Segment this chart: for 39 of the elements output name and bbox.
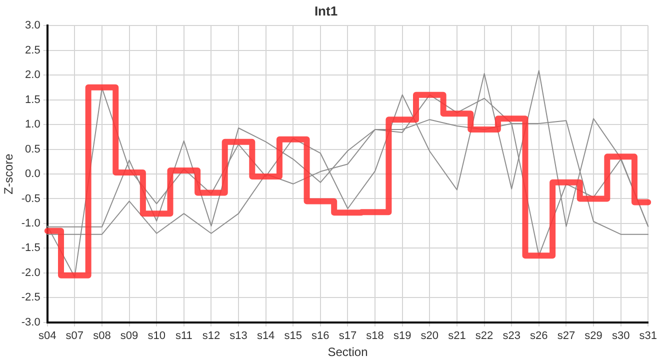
- y-tick-label: 1.0: [25, 118, 40, 131]
- y-tick-label: 3.0: [25, 20, 40, 32]
- x-tick-label: s29: [584, 330, 602, 342]
- x-tick-label: s26: [530, 330, 548, 342]
- x-tick-label: s07: [66, 330, 84, 342]
- x-tick-label: s23: [502, 330, 520, 342]
- x-tick-label: s31: [639, 330, 658, 342]
- x-tick-label: s21: [448, 330, 466, 342]
- x-tick-label: s14: [256, 330, 275, 342]
- y-tick-label: -0.5: [21, 192, 40, 205]
- x-tick-label: s30: [612, 330, 630, 342]
- y-tick-label: -2.5: [21, 292, 40, 304]
- x-tick-label: s27: [557, 330, 576, 342]
- x-tick-label: s17: [338, 330, 357, 342]
- y-tick-label: 1.5: [25, 94, 40, 106]
- y-tick-label: -3.0: [21, 316, 40, 328]
- x-tick-label: s22: [475, 330, 494, 342]
- x-tick-label: s09: [120, 330, 138, 342]
- x-tick-label: s16: [312, 330, 330, 342]
- x-tick-label: s20: [420, 330, 439, 342]
- y-axis-title: Z-score: [2, 153, 16, 194]
- x-tick-label: s12: [202, 330, 220, 342]
- x-tick-label: s18: [366, 330, 384, 342]
- y-tick-label: 2.5: [25, 44, 40, 56]
- x-tick-label: s11: [175, 330, 192, 342]
- x-tick-label: s10: [148, 330, 166, 342]
- chart-title: Int1: [314, 3, 338, 18]
- x-tick-label: s15: [284, 330, 302, 342]
- x-tick-label: s19: [393, 330, 412, 342]
- x-tick-label: s04: [38, 330, 56, 342]
- x-tick-label: s08: [93, 330, 111, 342]
- y-tick-label: -1.5: [21, 242, 40, 254]
- y-tick-label: -2.0: [21, 266, 40, 279]
- y-tick-label: 0.0: [25, 168, 40, 180]
- x-axis-title: Section: [328, 345, 368, 360]
- y-tick-label: 0.5: [25, 143, 40, 156]
- y-tick-label: -1.0: [21, 218, 40, 230]
- y-tick-label: 2.0: [25, 69, 40, 82]
- x-tick-label: s13: [230, 330, 248, 342]
